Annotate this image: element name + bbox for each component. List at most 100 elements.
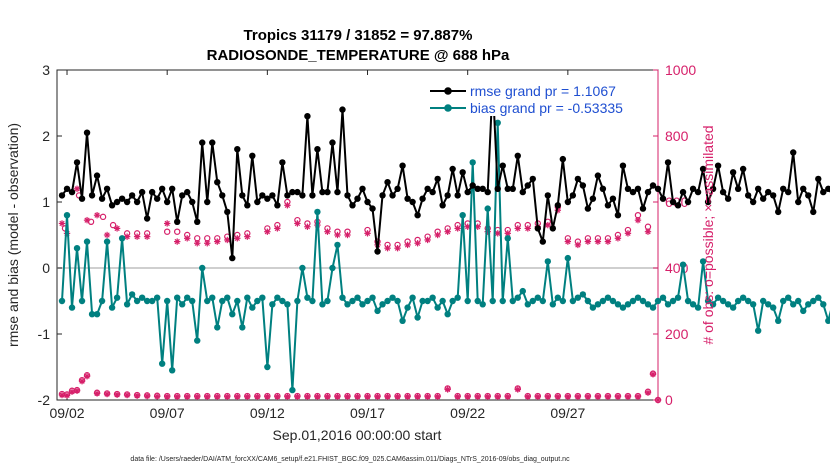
obs-assimilated-stroke [59,392,65,398]
rmse-point [389,192,396,199]
rmse-point [399,162,406,169]
rmse-point [775,208,782,216]
bias-point [539,297,547,305]
obs-assimilated-stroke [114,225,120,232]
obs-assimilated-stroke [94,390,100,397]
rmse-point [168,185,176,192]
obs-assimilated-marker [133,233,141,240]
bias-point [754,327,762,334]
y-left-tick-label: 1 [42,194,50,210]
rmse-point [529,175,536,183]
bias-point [88,311,96,318]
obs-assimilated-marker [304,393,311,400]
rmse-point [649,182,657,189]
obs-assimilated-stroke [144,393,150,399]
bias-point [179,301,186,308]
rmse-point [224,208,231,216]
x-tick-label: 09/02 [49,405,84,421]
rmse-point [769,192,777,199]
bias-point [795,297,802,305]
bias-point [58,297,66,305]
bias-point [594,301,602,308]
obs-assimilated-marker [143,233,151,240]
obs-assimilated-stroke [144,233,150,240]
bias-point [589,304,597,311]
obs-assimilated-marker [344,231,351,239]
bias-point [504,235,511,242]
bias-point [474,297,481,305]
obs-assimilated-marker [143,392,151,400]
obs-assimilated-stroke [625,394,631,400]
rmse-point [509,185,516,192]
obs-assimilated-marker [163,220,171,227]
rmse-point [304,113,311,120]
bias-point [439,297,446,305]
rmse-point [785,188,792,196]
obs-assimilated-stroke [465,224,471,230]
obs-assimilated-stroke [655,397,661,403]
bias-point [384,297,391,305]
rmse-point [579,182,587,189]
rmse-point [684,198,692,206]
obs-assimilated-stroke [314,394,321,400]
rmse-line [61,82,830,260]
obs-assimilated-marker [414,240,421,247]
obs-assimilated-stroke [174,394,180,400]
bias-point [729,304,737,311]
obs-assimilated-stroke [404,242,411,248]
rmse-point [739,165,747,173]
rmse-point [574,175,582,183]
obs-assimilated-marker [604,393,612,400]
obs-assimilated-stroke [575,242,581,248]
obs-assimilated-stroke [334,232,341,238]
obs-possible-marker [173,228,181,235]
obs-assimilated-stroke [64,392,70,399]
obs-assimilated-marker [644,389,652,396]
obs-assimilated-stroke [214,238,220,245]
obs-assimilated-marker [564,393,572,400]
legend: rmse grand pr = 1.1067 bias grand pr = -… [425,78,651,116]
rmse-point [589,195,597,202]
obs-assimilated-stroke [495,394,501,400]
x-tick-label: 09/07 [150,405,185,421]
rmse-point [379,192,386,199]
bias-point [469,159,476,166]
obs-assimilated-stroke [124,392,130,398]
bias-point [519,287,526,295]
bias-point [264,363,271,371]
bias-point [329,264,336,272]
rmse-point [584,205,592,212]
obs-assimilated-stroke [505,230,511,237]
obs-assimilated-marker [584,393,592,400]
plot-area [56,69,659,401]
bias-point [444,311,451,318]
obs-assimilated-marker [614,235,622,242]
obs-assimilated-marker [83,216,91,224]
obs-assimilated-marker [354,393,361,400]
bias-point [810,297,817,305]
rmse-point [239,192,246,199]
obs-assimilated-marker [574,241,582,249]
obs-assimilated-marker [649,371,657,378]
bias-point [214,324,221,331]
obs-assimilated-marker [454,393,461,400]
obs-assimilated-stroke [194,394,200,400]
obs-assimilated-marker [264,228,271,235]
obs-assimilated-marker [524,393,531,400]
bias-point [143,297,151,305]
bias-point [199,264,206,272]
bias-point [820,301,827,308]
bias-point [184,294,191,301]
rmse-point [254,198,261,206]
obs-assimilated-stroke [174,238,180,245]
obs-assimilated-marker [384,393,391,400]
obs-assimilated-marker [294,220,301,227]
obs-assimilated-stroke [475,394,481,400]
obs-assimilated-stroke [444,229,451,235]
rmse-point [825,185,830,192]
rmse-point [133,198,141,206]
obs-assimilated-marker [534,393,541,400]
obs-assimilated-marker [63,392,71,399]
bias-point [599,297,607,305]
